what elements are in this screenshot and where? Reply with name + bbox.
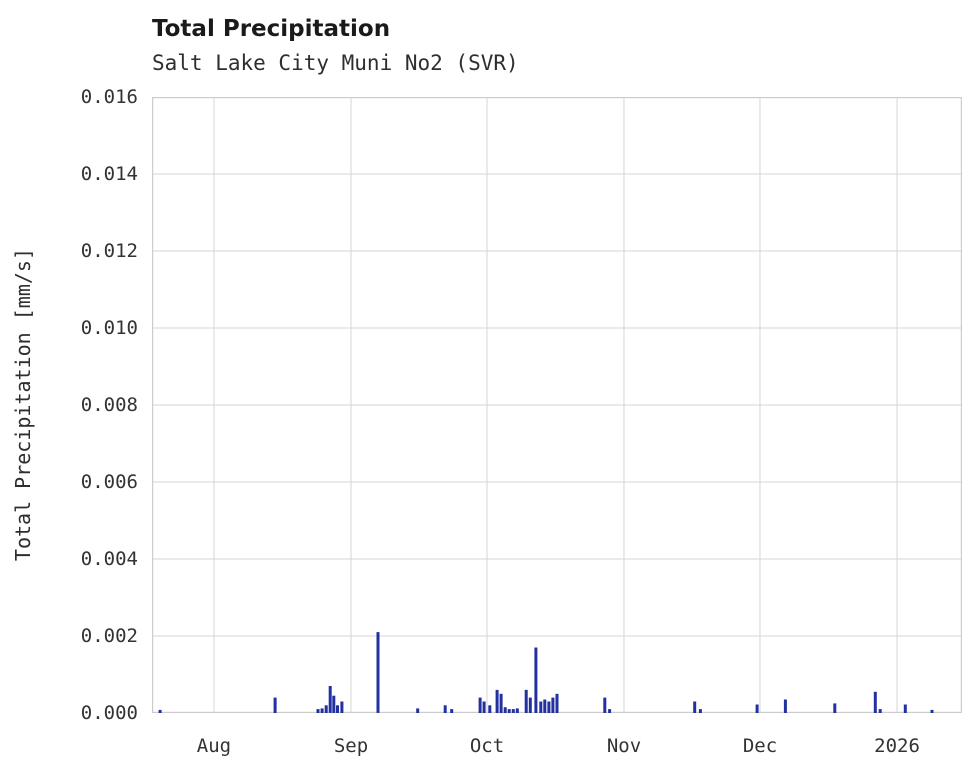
precip-bar	[528, 697, 532, 713]
precip-bar	[503, 707, 507, 713]
precip-bar	[930, 709, 934, 713]
x-tick-label: 2026	[874, 735, 920, 757]
precip-bar	[507, 709, 511, 713]
precip-bar	[376, 632, 380, 713]
precip-bar	[698, 709, 702, 713]
y-tick-label: 0.002	[80, 625, 138, 647]
x-axis-ticks: Aug Sep Oct Nov Dec 2026	[152, 713, 962, 773]
precip-bar	[878, 709, 882, 713]
precip-bar	[543, 699, 547, 713]
y-tick-label: 0.008	[80, 394, 138, 416]
x-tick-label: Aug	[196, 735, 232, 757]
y-tick-label: 0.006	[80, 471, 138, 493]
precip-bar	[328, 686, 332, 713]
y-tick-label: 0.000	[80, 702, 138, 724]
precip-bar	[783, 699, 787, 713]
precip-bar	[499, 693, 503, 713]
y-tick-label: 0.012	[80, 240, 138, 262]
precip-bar	[273, 697, 277, 713]
precip-bar	[534, 647, 538, 713]
x-tick-label: Sep	[333, 735, 369, 757]
y-tick-label: 0.016	[80, 86, 138, 108]
precip-bar	[495, 689, 499, 713]
precip-bar	[603, 697, 607, 713]
precip-bar	[340, 701, 344, 713]
precip-bar	[316, 709, 320, 713]
precip-bar	[482, 701, 486, 713]
chart-title: Total Precipitation	[152, 16, 391, 42]
plot-area	[152, 97, 962, 713]
precip-bar	[416, 708, 420, 713]
precip-bar	[515, 708, 519, 713]
x-tick-label: Nov	[606, 735, 642, 757]
precip-bar	[324, 705, 328, 713]
precip-bar	[903, 704, 907, 713]
precip-bar	[158, 709, 162, 713]
precip-bar	[551, 697, 555, 713]
precip-bar	[488, 705, 492, 713]
precip-bar	[443, 705, 447, 713]
y-tick-label: 0.010	[80, 317, 138, 339]
chart-subtitle: Salt Lake City Muni No2 (SVR)	[152, 51, 519, 75]
precip-bar	[320, 708, 324, 713]
y-tick-label: 0.014	[80, 163, 138, 185]
precip-bar	[511, 709, 515, 713]
precip-bar	[873, 691, 877, 713]
x-tick-label: Dec	[742, 735, 778, 757]
precip-bar	[524, 689, 528, 713]
precip-bar	[833, 703, 837, 713]
precip-bar	[478, 697, 482, 713]
y-axis-ticks: 0.000 0.002 0.004 0.006 0.008 0.010 0.012 0.014…	[0, 86, 138, 724]
precip-bar	[547, 701, 551, 713]
precip-bar	[332, 695, 336, 713]
precip-bar	[555, 693, 559, 713]
precip-bar	[693, 701, 697, 713]
precip-bar	[450, 709, 454, 713]
precip-bar	[755, 704, 759, 713]
x-tick-label: Oct	[469, 735, 505, 757]
precip-bar	[336, 705, 339, 713]
precip-bar	[539, 701, 543, 713]
precip-bar	[608, 709, 612, 713]
y-tick-label: 0.004	[80, 548, 138, 570]
